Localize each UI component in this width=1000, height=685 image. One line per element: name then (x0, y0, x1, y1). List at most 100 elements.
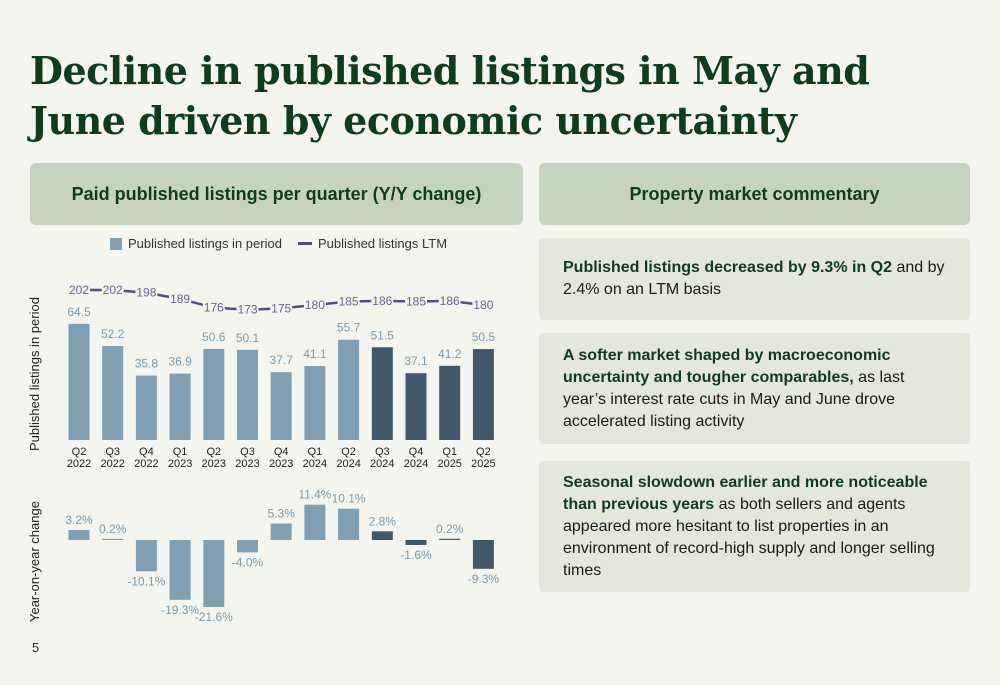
x-tick-label-quarter: Q2 (72, 446, 87, 458)
commentary-bold: Published listings decreased by 9.3% in … (563, 259, 892, 276)
x-tick-label-year: 2025 (471, 458, 495, 470)
yoy-bar-label: 11.4% (298, 488, 331, 502)
commentary-card-softer-market: A softer market shaped by macroeconomic … (539, 333, 970, 444)
listings-bar (135, 375, 157, 440)
listings-bar (68, 323, 90, 440)
x-tick-label-quarter: Q3 (375, 446, 390, 458)
commentary-panel-header: Property market commentary (539, 163, 970, 225)
x-tick-label-year: 2023 (168, 458, 192, 470)
listings-bar (304, 366, 326, 440)
listings-bar (405, 373, 427, 440)
ltm-point-label: 180 (473, 298, 493, 312)
listings-bar (270, 372, 292, 440)
yoy-bar-label: -10.1% (127, 574, 165, 588)
ltm-point-label: 202 (69, 283, 89, 297)
page-title: Decline in published listings in May and… (30, 48, 870, 143)
x-tick-label-quarter: Q2 (341, 446, 356, 458)
listings-chart: 64.5 52.2 35.8 36.9 50.6 50.1 37.7 41.1 55.7 51.5… (65, 283, 500, 624)
commentary-text: Seasonal slowdown earlier and more notic… (563, 472, 946, 582)
ltm-label-bg (236, 302, 259, 316)
listings-bar (102, 346, 124, 440)
listings-bar (203, 348, 225, 440)
x-tick-label-year: 2025 (437, 458, 461, 470)
yoy-bar (102, 538, 124, 540)
listings-bar-label: 36.9 (168, 355, 192, 369)
commentary-rest: and by 2.4% on an LTM basis (563, 259, 945, 298)
listings-bar-label: 41.1 (303, 347, 327, 361)
listings-bar-label: 41.2 (438, 347, 462, 361)
commentary-bold: A softer market shaped by macroeconomic … (563, 346, 891, 386)
yoy-bar-label: 5.3% (268, 507, 296, 521)
yoy-bar (68, 530, 90, 540)
ltm-label-bg (101, 283, 124, 296)
page-number: 5 (32, 640, 40, 655)
ltm-label-bg (68, 283, 90, 296)
listings-bar-label: 51.5 (371, 328, 395, 342)
x-tick-label-quarter: Q4 (139, 446, 154, 458)
ltm-point-label: 198 (136, 286, 156, 300)
listings-bar (371, 347, 393, 440)
ltm-point-label: 185 (406, 295, 426, 309)
x-tick-label-quarter: Q1 (308, 446, 323, 458)
chart-panel-header-label: Paid published listings per quarter (Y/Y… (71, 183, 482, 204)
ltm-point-label: 185 (339, 295, 359, 309)
ltm-point-label: 186 (372, 294, 392, 308)
x-tick-label-year: 2023 (235, 458, 259, 470)
yoy-bar-label: 0.2% (99, 522, 127, 536)
yoy-bar-label: -9.3% (468, 572, 500, 586)
ltm-point-label: 186 (440, 294, 460, 308)
yoy-bar-label: 10.1% (332, 492, 366, 506)
yoy-bar-label: -1.6% (400, 548, 432, 562)
ltm-label-bg (270, 301, 293, 315)
listings-bar-label: 50.6 (202, 330, 226, 344)
yoy-bar (338, 508, 360, 540)
listings-bar-label: 50.5 (472, 330, 496, 344)
ltm-label-bg (438, 293, 461, 307)
yoy-bar (405, 540, 427, 545)
legend-label-ltm: Published listings LTM (317, 236, 448, 251)
ltm-point-label: 173 (237, 303, 257, 317)
x-tick-label-quarter: Q1 (173, 446, 188, 458)
ltm-label-bg (303, 297, 326, 311)
ltm-label-bg (337, 294, 360, 308)
listings-bar (439, 365, 461, 440)
yoy-bar-label: 2.8% (369, 514, 397, 528)
x-tick-label-year: 2024 (303, 458, 327, 470)
yoy-bar-label: 3.2% (65, 513, 93, 527)
commentary-bold: Seasonal slowdown earlier and more notic… (563, 473, 928, 513)
commentary-card-seasonal: Seasonal slowdown earlier and more notic… (539, 461, 970, 592)
ltm-point-label: 175 (271, 301, 291, 315)
yoy-bar (237, 540, 258, 553)
listings-bar-label: 37.7 (270, 353, 294, 367)
ltm-point-label: 202 (103, 283, 123, 297)
legend-bar-swatch (110, 237, 122, 250)
ltm-label-bg (135, 285, 158, 299)
ltm-label-bg (405, 294, 427, 308)
listings-bar (338, 339, 360, 440)
x-tick-label-year: 2023 (269, 458, 293, 470)
x-tick-label-quarter: Q3 (240, 446, 255, 458)
listings-bar-label: 52.2 (101, 327, 125, 341)
yoy-bar (472, 540, 494, 569)
legend-item-bars: Published listings in period (110, 236, 282, 251)
yoy-bar-label: -4.0% (232, 555, 264, 569)
ltm-label-bg (169, 291, 192, 305)
listings-bar (237, 349, 258, 440)
yoy-bar-label: 0.2% (436, 522, 464, 536)
commentary-text: A softer market shaped by macroeconomic … (563, 345, 946, 433)
legend-line-swatch (297, 242, 312, 245)
yoy-bar (304, 504, 326, 540)
yoy-bar (169, 540, 191, 600)
commentary-rest: as both sellers and agents appeared more… (563, 495, 935, 579)
chart-panel-header: Paid published listings per quarter (Y/Y… (30, 163, 523, 225)
ltm-label-bg (371, 293, 394, 307)
ltm-point-label: 180 (305, 298, 325, 312)
x-tick-label-quarter: Q2 (206, 446, 221, 458)
x-tick-label-year: 2024 (370, 458, 394, 470)
listings-bar-label: 64.5 (67, 305, 91, 319)
x-tick-label-year: 2024 (404, 458, 428, 470)
yoy-bar (371, 531, 393, 540)
ltm-label-bg (202, 300, 225, 314)
ltm-point-label: 189 (170, 292, 190, 306)
x-tick-label-quarter: Q1 (442, 446, 457, 458)
